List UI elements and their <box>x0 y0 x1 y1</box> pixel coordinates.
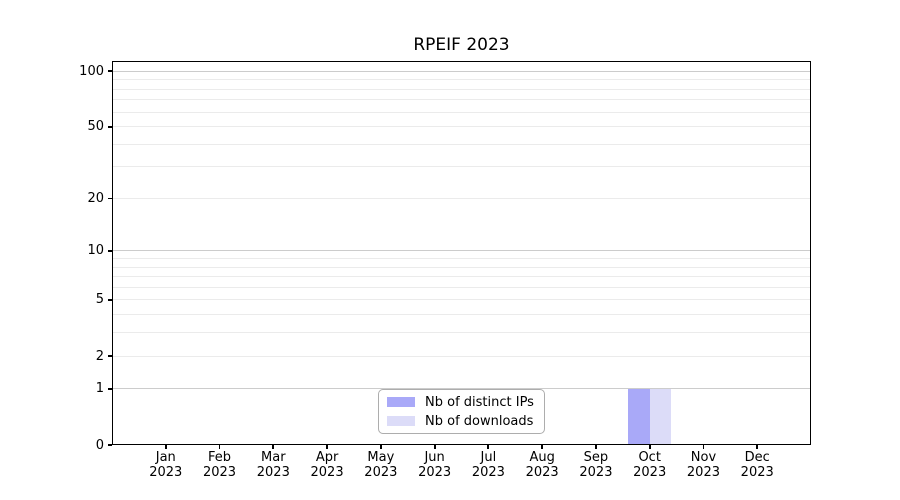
y-tick-label: 1 <box>95 381 104 397</box>
x-tick <box>756 445 759 449</box>
y-gridline-minor <box>112 111 811 113</box>
x-tick-month: Nov <box>690 450 717 465</box>
x-tick-label: Jul 2023 <box>448 450 528 480</box>
y-tick-label: 50 <box>87 119 104 135</box>
y-gridline-major <box>112 388 811 390</box>
x-tick-label: Mar 2023 <box>233 450 313 480</box>
x-tick-month: Sep <box>583 450 609 465</box>
x-tick-year: 2023 <box>579 464 613 480</box>
x-tick <box>648 445 651 449</box>
x-tick-label: Sep 2023 <box>556 450 636 480</box>
x-tick <box>326 445 328 449</box>
x-tick <box>487 445 490 449</box>
legend-swatch-distinct-ips <box>387 397 415 407</box>
x-tick <box>164 445 167 449</box>
y-tick-label: 5 <box>95 292 104 308</box>
x-tick-year: 2023 <box>364 464 398 480</box>
legend-swatch-downloads <box>387 416 415 426</box>
y-tick <box>108 444 112 446</box>
x-tick-month: May <box>367 450 395 465</box>
legend-item-downloads: Nb of downloads <box>387 414 536 429</box>
y-tick-label: 2 <box>95 348 104 364</box>
y-gridline-minor <box>112 266 811 268</box>
bar-nb-of-downloads-oct <box>649 388 672 445</box>
x-tick-month: Jan <box>155 450 176 465</box>
y-gridline-minor <box>112 355 811 357</box>
x-tick <box>433 445 436 449</box>
x-tick <box>272 445 275 449</box>
y-tick <box>108 70 112 73</box>
x-tick-month: Dec <box>744 450 770 465</box>
x-tick-label: May 2023 <box>341 450 421 480</box>
x-tick-year: 2023 <box>525 464 559 480</box>
y-tick <box>108 125 112 128</box>
legend-label-downloads: Nb of downloads <box>425 413 534 429</box>
y-gridline-minor <box>112 88 811 90</box>
x-tick-month: Oct <box>638 450 661 465</box>
x-tick-label: Apr 2023 <box>287 450 367 480</box>
chart-title: RPEIF 2023 <box>413 35 510 55</box>
y-gridline-minor <box>112 299 811 301</box>
y-gridline-minor <box>112 99 811 101</box>
x-tick-label: Dec 2023 <box>717 450 797 480</box>
x-tick-month: Aug <box>529 450 555 465</box>
bar-nb-of-distinct-ips-oct <box>628 388 650 445</box>
legend: Nb of distinct IPs Nb of downloads <box>378 389 545 434</box>
y-gridline-minor <box>112 79 811 81</box>
y-gridline-minor <box>112 126 811 128</box>
y-gridline-minor <box>112 276 811 278</box>
legend-label-distinct-ips: Nb of distinct IPs <box>425 394 534 410</box>
x-tick-year: 2023 <box>686 464 720 480</box>
y-gridline-major <box>112 70 811 72</box>
y-tick-label: 10 <box>87 243 104 259</box>
x-tick <box>541 445 544 449</box>
y-gridline-minor <box>112 258 811 260</box>
x-tick-year: 2023 <box>256 464 290 480</box>
y-tick <box>108 249 112 252</box>
x-tick-year: 2023 <box>149 464 183 480</box>
x-tick-label: Jun 2023 <box>395 450 475 480</box>
x-tick-month: Mar <box>261 450 286 465</box>
y-gridline-minor <box>112 332 811 334</box>
y-tick-label: 100 <box>79 63 104 79</box>
y-gridline-minor <box>112 198 811 200</box>
x-tick-label: Aug 2023 <box>502 450 582 480</box>
y-gridline-minor <box>112 314 811 316</box>
y-gridline-minor <box>112 286 811 288</box>
x-tick-year: 2023 <box>202 464 237 480</box>
x-tick-month: Jun <box>424 450 445 465</box>
y-gridline-minor <box>112 166 811 168</box>
y-gridline-major <box>112 250 811 252</box>
y-tick-label: 20 <box>87 191 104 207</box>
x-tick <box>379 445 382 449</box>
x-tick-label: Feb 2023 <box>180 450 260 480</box>
x-tick-label: Oct 2023 <box>610 450 690 480</box>
y-tick <box>108 387 112 390</box>
x-tick-month: Apr <box>315 450 339 465</box>
y-gridline-minor <box>112 143 811 145</box>
x-tick-month: Feb <box>208 450 232 465</box>
x-tick-year: 2023 <box>471 464 505 480</box>
x-tick-label: Jan 2023 <box>126 450 206 480</box>
x-tick <box>218 445 221 449</box>
y-tick <box>108 299 112 301</box>
y-tick <box>108 197 112 200</box>
plot-area <box>112 61 811 445</box>
x-tick-year: 2023 <box>310 464 344 480</box>
legend-item-distinct-ips: Nb of distinct IPs <box>387 395 536 410</box>
x-tick <box>702 445 705 449</box>
x-tick-year: 2023 <box>633 464 667 480</box>
y-tick <box>108 355 112 357</box>
y-tick-label: 0 <box>95 437 104 453</box>
x-tick-year: 2023 <box>418 464 452 480</box>
x-tick-label: Nov 2023 <box>663 450 743 480</box>
x-tick <box>595 445 597 449</box>
x-tick-year: 2023 <box>740 464 774 480</box>
x-tick-month: Jul <box>480 450 497 465</box>
